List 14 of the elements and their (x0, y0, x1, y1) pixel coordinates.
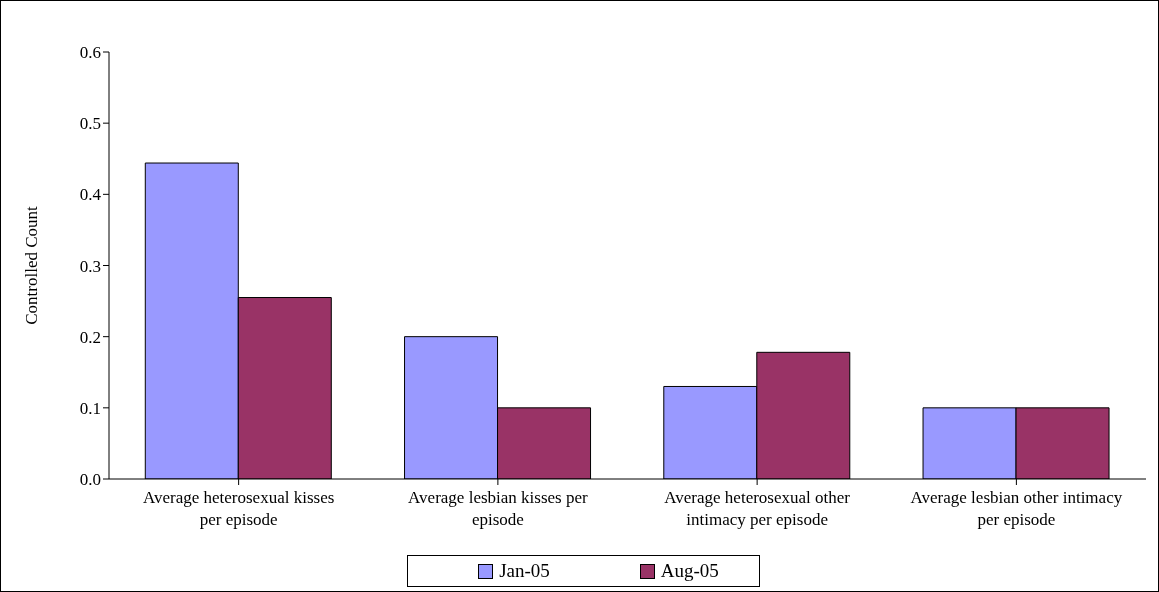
y-tick-label: 0.4 (79, 185, 102, 205)
y-tick-label: 0.1 (79, 398, 101, 418)
x-tick-label: Average heterosexual other intimacy per episode (664, 488, 851, 529)
y-axis-title: Controlled Count (22, 205, 42, 325)
y-tick-label: 0.2 (79, 327, 101, 347)
legend-label: Aug-05 (660, 560, 719, 582)
y-tick-label: 0.0 (79, 470, 101, 490)
y-tick-label: 0.3 (79, 256, 101, 276)
y-tick-label: 0.6 (79, 43, 101, 63)
x-tick-label: Average lesbian kisses per episode (408, 488, 588, 529)
y-tick-label: 0.5 (79, 114, 101, 134)
x-tick-label: Average heterosexual kisses per episode (142, 488, 335, 529)
x-tick-label: Average lesbian other intimacy per episode (910, 488, 1123, 529)
legend-label: Jan-05 (499, 560, 550, 582)
